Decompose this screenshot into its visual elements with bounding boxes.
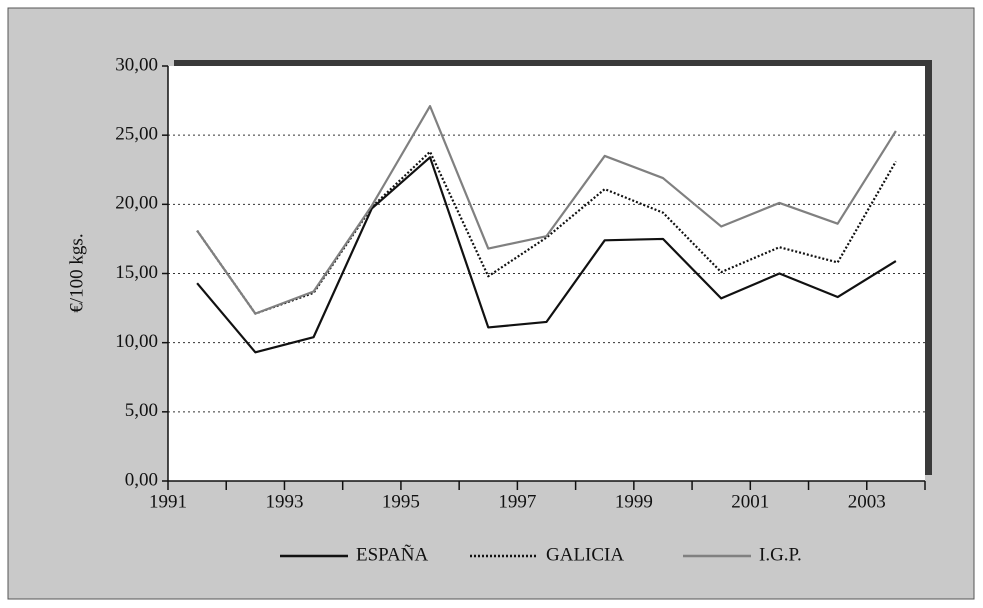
series-line [196, 105, 897, 315]
x-tick-label: 1997 [498, 491, 536, 512]
x-tick-label: 1991 [149, 491, 187, 512]
x-tick-label: 1995 [382, 491, 420, 512]
legend-label: I.G.P. [759, 544, 802, 565]
y-tick-label: 10,00 [115, 331, 158, 352]
y-tick-label: 0,00 [125, 469, 158, 490]
y-tick-label: 25,00 [115, 124, 158, 145]
legend-label: GALICIA [546, 544, 624, 565]
x-tick-label: 2003 [848, 491, 886, 512]
legend-label: ESPAÑA [356, 543, 428, 565]
y-tick-label: 20,00 [115, 193, 158, 214]
series-line [196, 156, 897, 354]
y-tick-label: 30,00 [115, 54, 158, 75]
x-tick-label: 1993 [265, 491, 303, 512]
y-tick-label: 15,00 [115, 262, 158, 283]
plot-area [168, 66, 925, 481]
x-tick-label: 2001 [731, 491, 769, 512]
y-axis-label: €/100 kgs. [66, 233, 87, 312]
x-tick-label: 1999 [615, 491, 653, 512]
y-tick-label: 5,00 [125, 400, 158, 421]
